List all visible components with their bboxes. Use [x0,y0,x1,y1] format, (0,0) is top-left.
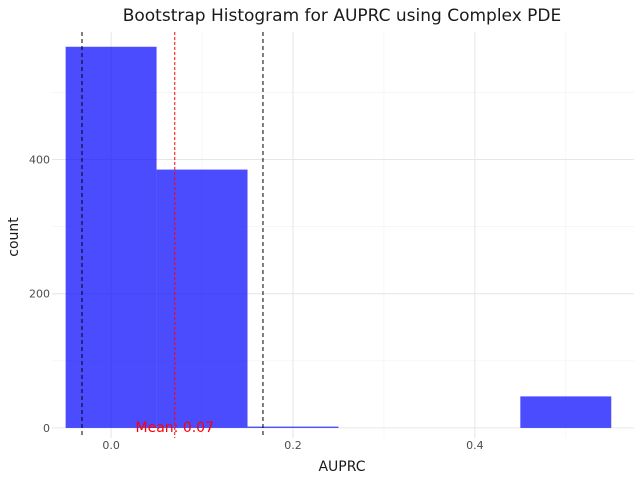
histogram-bar [520,396,612,428]
y-axis-ticks: 0 200 400 [29,154,50,435]
x-axis-title: AUPRC [318,459,365,475]
y-axis-title: count [6,217,22,257]
histogram-bar [156,169,248,428]
x-axis-ticks: 0.0 0.2 0.4 [102,439,483,452]
chart-title: Bootstrap Histogram for AUPRC using Comp… [123,6,562,26]
y-tick-label: 0 [43,422,50,435]
y-tick-label: 400 [29,154,50,167]
histogram-bar [247,426,339,428]
mean-annotation: Mean: 0.07 [136,420,214,436]
y-tick-label: 200 [29,288,50,301]
histogram-bars [65,46,612,428]
x-tick-label: 0.4 [466,439,484,452]
x-tick-label: 0.0 [102,439,120,452]
reference-lines [81,32,264,438]
histogram-bar [65,46,157,428]
x-tick-label: 0.2 [284,439,302,452]
